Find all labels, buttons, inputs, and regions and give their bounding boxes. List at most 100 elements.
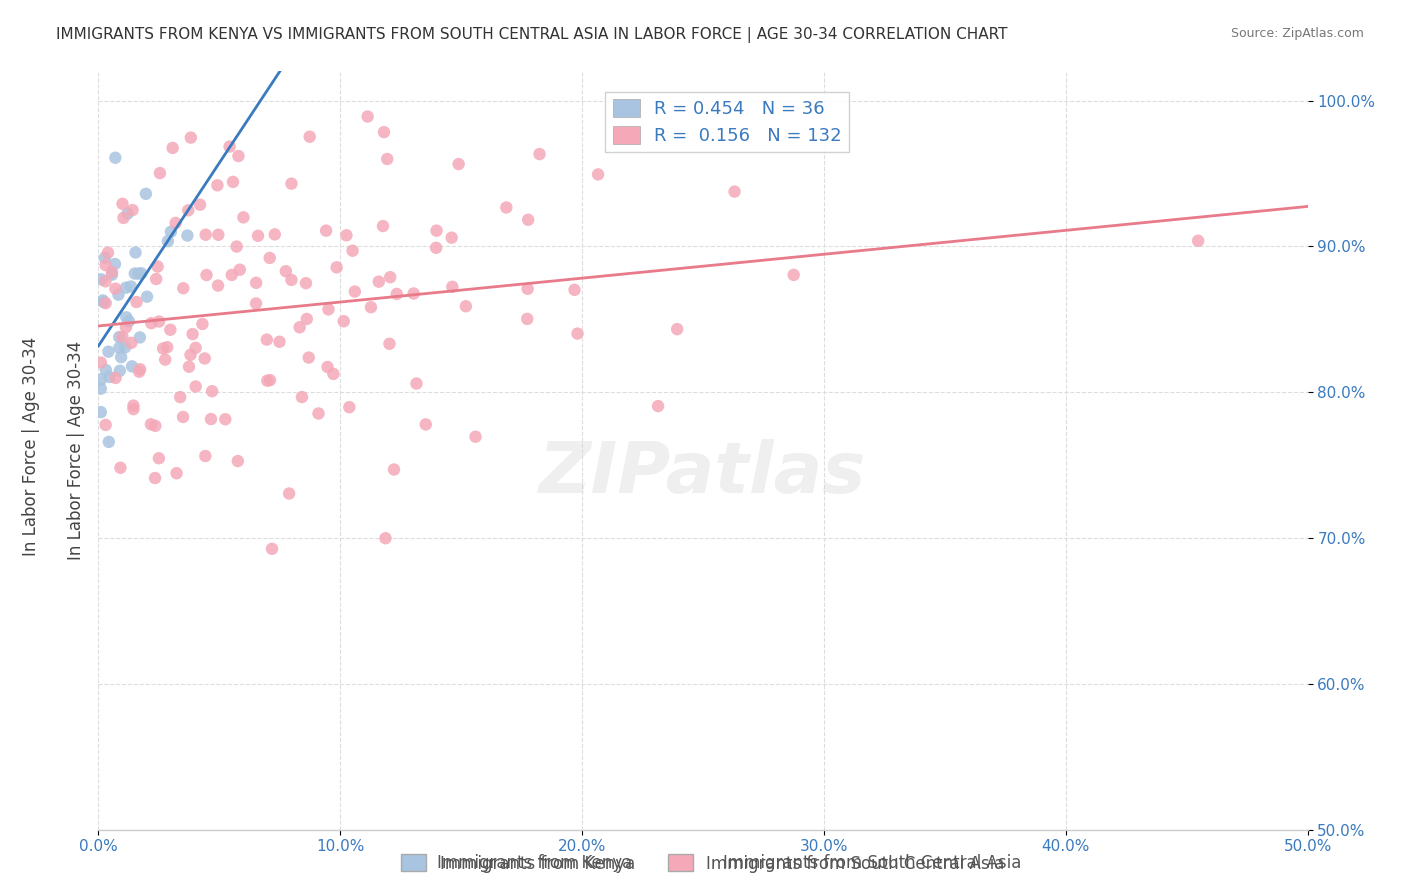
- Point: [647, 399, 669, 413]
- Point: [90, 355, 112, 369]
- Point: [332, 314, 354, 328]
- Point: [274, 264, 297, 278]
- Point: [97, 245, 120, 260]
- Legend: Immigrants from Kenya, Immigrants from South Central Asia: Immigrants from Kenya, Immigrants from S…: [395, 847, 1011, 880]
- Point: [172, 409, 194, 424]
- Point: [218, 139, 240, 153]
- Point: [342, 244, 364, 258]
- Point: [260, 541, 283, 556]
- Point: [139, 417, 162, 432]
- Point: [221, 268, 243, 282]
- Point: [373, 125, 395, 139]
- Point: [143, 418, 166, 433]
- Point: [181, 327, 204, 342]
- Legend: R = 0.454   N = 36, R =  0.156   N = 132: R = 0.454 N = 36, R = 0.156 N = 132: [606, 92, 849, 153]
- Point: [135, 186, 157, 201]
- Point: [415, 417, 437, 432]
- Point: [177, 203, 200, 218]
- Point: [225, 239, 247, 253]
- Point: [441, 280, 464, 294]
- Point: [517, 212, 540, 227]
- Point: [104, 282, 127, 296]
- Point: [337, 400, 360, 414]
- Point: [246, 228, 269, 243]
- Point: [184, 341, 207, 355]
- Point: [129, 266, 152, 280]
- Point: [367, 275, 389, 289]
- Point: [385, 287, 408, 301]
- Point: [180, 130, 202, 145]
- Point: [207, 178, 229, 193]
- Point: [172, 281, 194, 295]
- Point: [120, 335, 142, 350]
- Point: [165, 216, 187, 230]
- Point: [94, 296, 117, 310]
- Point: [121, 359, 143, 374]
- Point: [104, 371, 127, 385]
- Point: [402, 286, 425, 301]
- Point: [101, 268, 124, 282]
- Point: [259, 373, 281, 387]
- Point: [107, 287, 129, 301]
- Point: [280, 273, 302, 287]
- Point: [152, 342, 174, 356]
- Point: [149, 166, 172, 180]
- Point: [529, 147, 551, 161]
- Point: [229, 262, 252, 277]
- Point: [214, 412, 236, 426]
- Point: [104, 257, 127, 271]
- Point: [516, 312, 538, 326]
- Point: [308, 407, 330, 421]
- Point: [143, 471, 166, 485]
- Point: [148, 451, 170, 466]
- Point: [156, 340, 179, 354]
- Point: [108, 364, 131, 378]
- Point: [121, 203, 143, 218]
- Point: [122, 402, 145, 417]
- Point: [256, 333, 278, 347]
- Text: In Labor Force | Age 30-34: In Labor Force | Age 30-34: [22, 336, 39, 556]
- Point: [371, 219, 394, 233]
- Point: [97, 344, 120, 359]
- Point: [782, 268, 804, 282]
- Text: Immigrants from South Central Asia: Immigrants from South Central Asia: [723, 855, 1021, 872]
- Point: [464, 430, 486, 444]
- Point: [405, 376, 427, 391]
- Point: [564, 283, 586, 297]
- Text: Immigrants from Kenya: Immigrants from Kenya: [437, 855, 631, 872]
- Point: [128, 267, 150, 281]
- Point: [129, 362, 152, 376]
- Point: [125, 295, 148, 310]
- Point: [122, 399, 145, 413]
- Point: [316, 359, 339, 374]
- Point: [160, 225, 183, 239]
- Point: [278, 486, 301, 500]
- Point: [263, 227, 285, 242]
- Point: [91, 293, 114, 308]
- Point: [356, 110, 378, 124]
- Point: [118, 314, 141, 328]
- Point: [94, 274, 117, 288]
- Point: [141, 316, 163, 330]
- Point: [115, 320, 138, 334]
- Point: [176, 228, 198, 243]
- Point: [280, 177, 302, 191]
- Point: [124, 245, 146, 260]
- Point: [315, 224, 337, 238]
- Point: [440, 230, 463, 244]
- Point: [115, 281, 138, 295]
- Point: [94, 417, 117, 432]
- Point: [201, 384, 224, 399]
- Point: [380, 270, 402, 285]
- Point: [146, 260, 169, 274]
- Point: [495, 201, 517, 215]
- Point: [295, 276, 318, 290]
- Point: [288, 320, 311, 334]
- Point: [97, 434, 120, 449]
- Point: [166, 467, 188, 481]
- Point: [295, 312, 318, 326]
- Point: [723, 185, 745, 199]
- Point: [129, 330, 152, 344]
- Point: [111, 196, 134, 211]
- Point: [382, 462, 405, 476]
